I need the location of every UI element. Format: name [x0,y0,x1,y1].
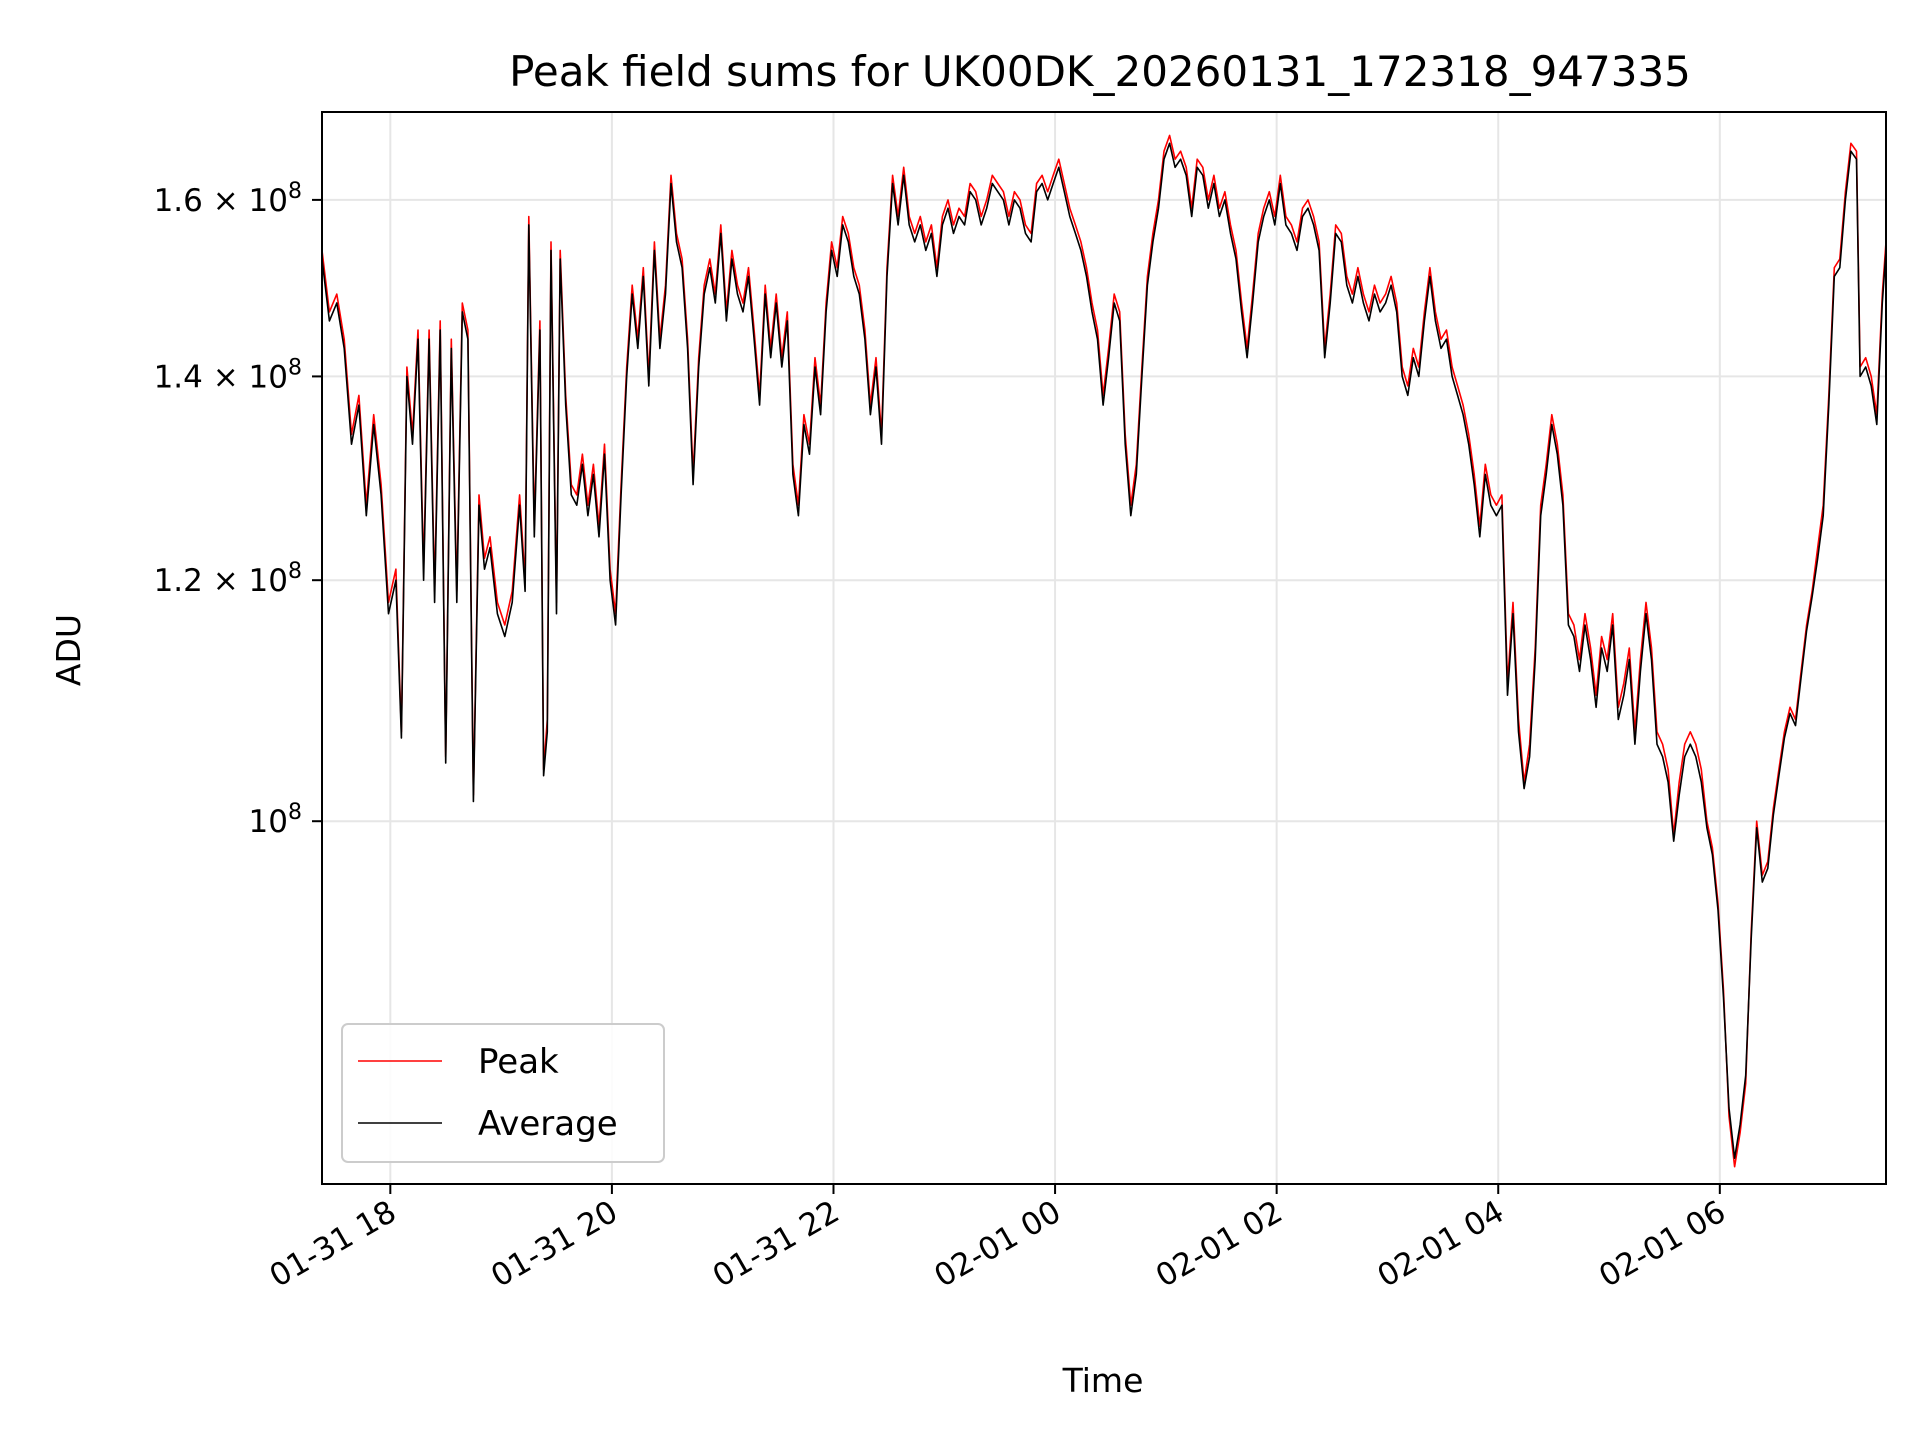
legend-label-average: Average [478,1104,618,1144]
y-tick-label: 1.4 × 108 [154,355,302,395]
plot-frame [321,111,1887,1185]
chart-title: Peak field sums for UK00DK_20260131_1723… [509,47,1691,96]
y-tick-label: 108 [249,800,302,840]
x-axis-title: Time [1062,1361,1144,1400]
series-line-average [321,142,1887,1159]
legend: Peak Average [341,1023,665,1163]
x-gridlines [389,112,1721,1184]
y-axis-title: ADU [49,614,88,686]
legend-label-peak: Peak [478,1042,559,1082]
y-tick-label: 1.2 × 108 [154,559,302,599]
legend-box [341,1023,665,1163]
y-gridlines [322,198,1886,823]
y-tick-label: 1.6 × 108 [154,179,302,219]
series-layer [321,134,1887,1168]
y-axis: 108 1.2 × 108 1.4 × 108 1.6 × 108 [154,179,322,840]
